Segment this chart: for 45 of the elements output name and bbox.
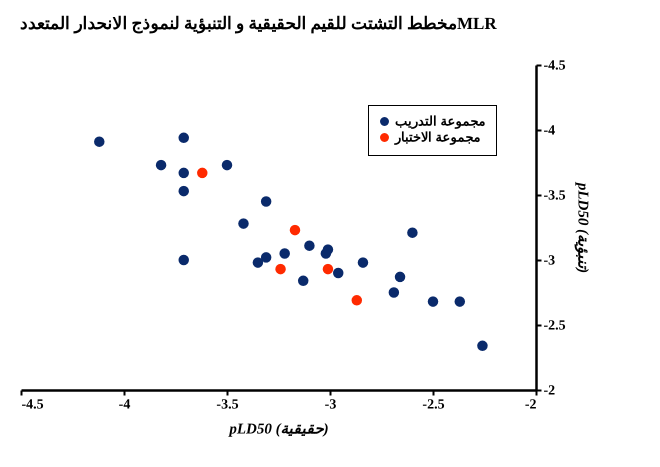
legend-label: مجموعة التدريب <box>395 114 486 130</box>
y-tick-label: -2.5 <box>544 318 566 334</box>
point <box>477 340 488 352</box>
point <box>454 296 466 307</box>
point <box>178 168 189 178</box>
point <box>260 252 272 263</box>
point <box>320 248 332 259</box>
y-tick-label: -3.5 <box>544 188 566 204</box>
x-tick-label: -4.5 <box>22 398 44 412</box>
point <box>94 136 105 147</box>
legend-label: مجموعة الاختبار <box>394 130 480 146</box>
point <box>428 296 438 307</box>
x-tick-label: -3.5 <box>216 398 239 412</box>
y-axis-title: pLD50 (تنبؤية) <box>574 180 591 274</box>
point <box>178 186 189 196</box>
point <box>407 227 418 238</box>
point <box>260 196 272 207</box>
x-tick-label: -2.5 <box>422 398 445 412</box>
point <box>238 218 249 229</box>
point <box>358 257 368 268</box>
point <box>304 240 315 251</box>
y-tick-label: -3 <box>544 254 556 268</box>
x-tick-label: -2 <box>524 398 536 412</box>
point <box>298 276 308 286</box>
point <box>222 160 232 170</box>
point <box>332 268 344 278</box>
point <box>156 160 166 170</box>
point <box>394 272 406 282</box>
point <box>322 264 334 274</box>
chart-title: مخطط التشتت للقيم الحقيقية و التنبؤية لنموذج الانحدار المتعددMLR <box>20 14 498 34</box>
point <box>279 248 290 259</box>
point <box>275 264 286 274</box>
y-tick-label: -4.5 <box>544 58 566 74</box>
x-tick-label: -3 <box>324 398 336 412</box>
y-tick-label: -2 <box>544 384 556 398</box>
point <box>197 168 208 178</box>
point <box>352 295 362 306</box>
point <box>178 132 189 144</box>
y-tick-label: -4 <box>544 124 556 138</box>
x-tick-label: -4 <box>118 398 130 412</box>
point <box>290 224 300 236</box>
point <box>178 254 189 266</box>
x-axis-title: pLD50 (حقيقية) <box>227 422 329 438</box>
point <box>252 257 264 268</box>
point <box>388 287 400 298</box>
